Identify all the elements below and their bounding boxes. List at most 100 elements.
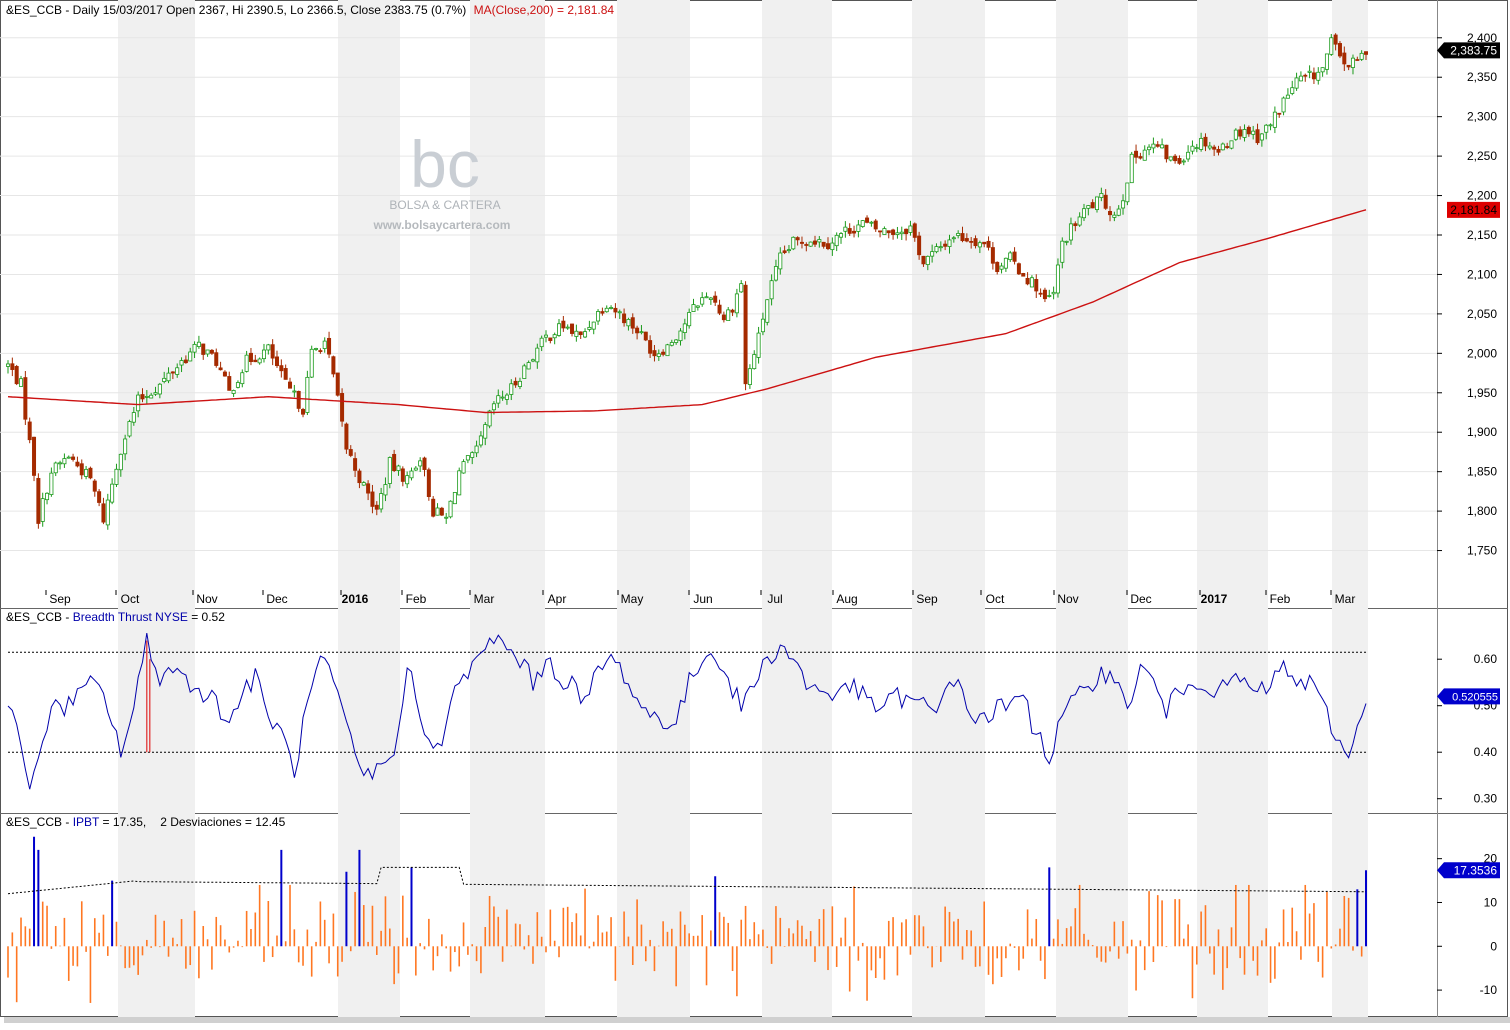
candle-body <box>795 237 800 241</box>
candle-body <box>179 360 184 366</box>
price-y-label: 1,800 <box>1467 504 1497 518</box>
candle-body <box>175 367 180 375</box>
candle-body <box>222 371 227 377</box>
candle-body <box>283 368 288 380</box>
candle-body <box>105 499 110 526</box>
candle-body <box>418 460 423 467</box>
ipbt-header-name: IPBT <box>73 815 100 829</box>
candle-body <box>1086 205 1091 209</box>
candle-body <box>648 340 653 354</box>
candle-body <box>10 363 15 370</box>
candle-body <box>804 244 809 246</box>
candle-body <box>600 311 605 314</box>
candle-body <box>821 241 826 247</box>
candle-body <box>1081 208 1086 219</box>
watermark-logo: bc <box>410 127 480 201</box>
candle-body <box>170 371 175 374</box>
candle-body <box>136 394 141 412</box>
candle-body <box>500 396 505 399</box>
candle-body <box>127 421 132 437</box>
candle-body <box>596 311 601 322</box>
candle-body <box>678 330 683 342</box>
candle-body <box>1294 77 1299 89</box>
candle-body <box>331 356 336 375</box>
candle-body <box>925 255 930 265</box>
candle-body <box>461 461 466 474</box>
candle-body <box>1229 140 1234 149</box>
candle-body <box>956 232 961 236</box>
x-axis-labels: Sep Oct Nov Dec 2016 Feb Mar Apr May Jun Jul Aug Sep… <box>45 590 1356 606</box>
candle-body <box>1173 155 1178 162</box>
ipbt-y-label: -10 <box>1480 983 1498 997</box>
candle-body <box>700 297 705 305</box>
candle-body <box>691 304 696 312</box>
x-tick-label: May <box>621 592 644 606</box>
x-tick-label: Feb <box>1270 592 1291 606</box>
candle-body <box>1042 289 1047 300</box>
candle-body <box>643 331 648 341</box>
candle-body <box>990 247 995 264</box>
candle-body <box>274 356 279 367</box>
x-tick-label: Mar <box>1335 592 1356 606</box>
candle-body <box>53 462 58 474</box>
x-tick-label: Sep <box>49 592 71 606</box>
candle-body <box>613 307 618 313</box>
candle-body <box>431 498 436 517</box>
candle-body <box>383 484 388 496</box>
candle-body <box>513 380 518 386</box>
candle-body <box>1329 37 1334 55</box>
candle-body <box>830 242 835 251</box>
candle-body <box>357 470 362 484</box>
price-y-label: 2,200 <box>1467 189 1497 203</box>
candle-body <box>58 462 63 465</box>
price-y-label: 2,400 <box>1467 31 1497 45</box>
candle-body <box>209 349 214 354</box>
candle-body <box>1116 208 1121 216</box>
candle-body <box>131 412 136 423</box>
candle-body <box>930 251 935 257</box>
candle-body <box>62 458 67 465</box>
candle-body <box>348 449 353 456</box>
candle-body <box>570 323 575 334</box>
candle-body <box>1220 143 1225 151</box>
candle-body <box>66 456 71 459</box>
candle-body <box>478 435 483 446</box>
candle-body <box>162 377 167 382</box>
candle-body <box>891 229 896 235</box>
candle-body <box>717 304 722 314</box>
x-tick-label: Nov <box>1057 592 1078 606</box>
candle-body <box>257 358 262 364</box>
candle-body <box>110 483 115 503</box>
candle-body <box>561 320 566 329</box>
price-y-label: 2,250 <box>1467 149 1497 163</box>
candle-body <box>379 493 384 510</box>
candle-body <box>760 318 765 333</box>
candle-body <box>79 463 84 476</box>
candle-body <box>669 342 674 346</box>
watermark-brand: BOLSA & CARTERA <box>389 198 500 212</box>
candle-body <box>543 334 548 338</box>
candle-body <box>769 280 774 300</box>
candle-body <box>947 239 952 247</box>
breadth-pane <box>7 633 1367 790</box>
candle-body <box>1103 194 1108 209</box>
candle-body <box>318 350 323 353</box>
candle-body <box>852 230 857 234</box>
candle-body <box>396 465 401 471</box>
candle-body <box>1142 149 1147 161</box>
candle-body <box>1303 74 1308 77</box>
candle-body <box>1108 211 1113 216</box>
candle-body <box>856 224 861 232</box>
candle-body <box>248 352 253 362</box>
candle-body <box>786 249 791 252</box>
candle-body <box>565 326 570 329</box>
candle-body <box>826 243 831 250</box>
candle-body <box>1277 112 1282 115</box>
ipbt-header-value: = 17.35, <box>99 815 146 829</box>
candle-body <box>1077 216 1082 226</box>
candle-body <box>986 240 991 248</box>
candle-body <box>1073 223 1078 227</box>
last-close-label: 2,383.75 <box>1450 43 1497 57</box>
price-y-label: 1,850 <box>1467 465 1497 479</box>
candle-body <box>49 472 54 495</box>
